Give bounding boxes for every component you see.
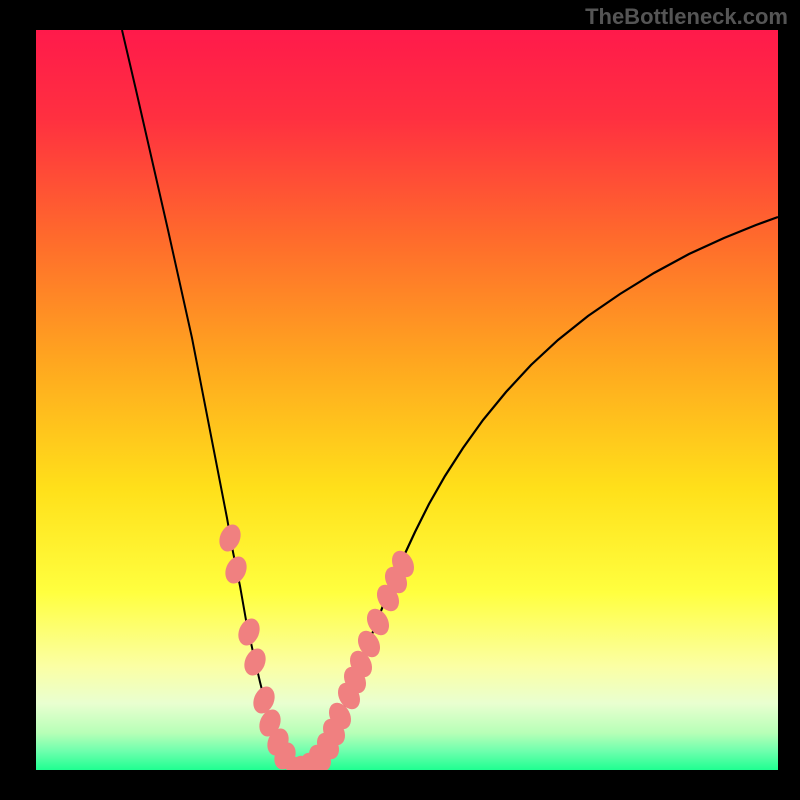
marker-dot [240,645,269,678]
curve-left [122,30,300,770]
markers-right [282,547,419,770]
plot-area [36,30,778,770]
watermark-text: TheBottleneck.com [585,4,788,30]
marker-dot [221,553,250,586]
marker-dot [215,521,244,554]
marker-dot [234,615,263,648]
curve-right [300,217,778,770]
chart-svg [36,30,778,770]
markers-left [215,521,299,770]
